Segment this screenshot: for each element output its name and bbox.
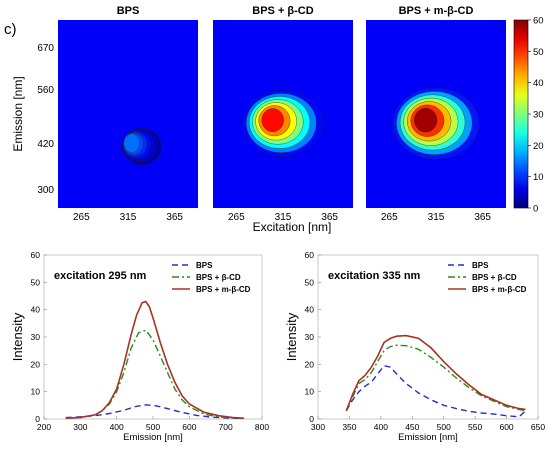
colorbar-tick-label: 30 xyxy=(533,110,544,121)
heatmap-x-axis-label: Excitation [nm] xyxy=(253,220,332,234)
colorbar-tick-label: 0 xyxy=(533,204,538,215)
x-axis-label: Emission [nm] xyxy=(398,432,458,443)
heatmap-panel: BPS + β-CD 265 315 365 xyxy=(213,5,353,223)
x-tick-label: 300 xyxy=(73,422,87,432)
series-line xyxy=(345,364,526,418)
line-chart-plot: 300 350 400 450 500 550 600 650 0 10 20 30 40 50 60 Emi… xyxy=(284,250,545,443)
heatmap-x-tick-label: 315 xyxy=(275,212,292,223)
heatmap-panel: BPS + m-β-CD 265 315 365 xyxy=(366,5,506,223)
x-tick-label: 200 xyxy=(37,422,51,432)
series-line xyxy=(345,344,526,412)
x-tick-label: 650 xyxy=(531,422,545,432)
plot-area xyxy=(43,254,263,420)
heatmap-panel-title: BPS xyxy=(117,5,140,17)
heatmap-x-tick-label: 365 xyxy=(321,212,338,223)
series-line xyxy=(65,329,244,420)
series-line xyxy=(65,404,244,420)
colorbar-tick-label: 50 xyxy=(533,47,544,58)
legend-label: BPS + m-β-CD xyxy=(196,285,251,294)
heatmap-x-tick-label: 365 xyxy=(474,212,491,223)
heatmap-y-axis-label: Emission [nm] xyxy=(11,76,25,151)
x-tick-label: 550 xyxy=(468,422,482,432)
y-axis-label: Intensity xyxy=(10,312,25,361)
heatmap-y-tick-label: 560 xyxy=(37,85,54,96)
y-tick-label: 30 xyxy=(31,332,41,342)
heatmap-x-tick-label: 315 xyxy=(428,212,445,223)
chart-annotation: excitation 335 nm xyxy=(328,270,421,282)
x-tick-label: 600 xyxy=(499,422,513,432)
y-tick-label: 40 xyxy=(31,305,41,315)
heatmap-panel: BPS 265 315 365 xyxy=(58,5,198,223)
x-tick-label: 500 xyxy=(437,422,451,432)
colorbar-tick-label: 40 xyxy=(533,78,544,89)
heatmap-contour xyxy=(261,108,284,133)
x-tick-label: 300 xyxy=(311,422,325,432)
y-tick-label: 60 xyxy=(305,250,315,260)
heatmap-x-tick-label: 265 xyxy=(228,212,245,223)
heatmap-x-tick-label: 315 xyxy=(120,212,137,223)
panel-label: c) xyxy=(4,21,17,38)
heatmap-contour xyxy=(414,107,438,133)
series-line xyxy=(345,334,526,412)
legend-label: BPS + β-CD xyxy=(196,273,241,282)
y-tick-label: 60 xyxy=(31,250,41,260)
x-tick-label: 700 xyxy=(219,422,233,432)
y-tick-label: 10 xyxy=(305,387,315,397)
x-axis-label: Emission [nm] xyxy=(123,432,183,443)
heatmap-background xyxy=(58,20,198,208)
y-tick-label: 0 xyxy=(309,414,314,424)
y-tick-label: 50 xyxy=(305,277,315,287)
heatmap-x-tick-label: 265 xyxy=(381,212,398,223)
y-tick-label: 30 xyxy=(305,332,315,342)
x-tick-label: 450 xyxy=(405,422,419,432)
x-tick-label: 600 xyxy=(182,422,196,432)
x-tick-label: 800 xyxy=(255,422,269,432)
heatmap-x-tick-label: 265 xyxy=(73,212,90,223)
line-chart-plot: 200 300 400 500 600 700 800 0 10 20 30 40 50 60 Emissi… xyxy=(10,250,269,443)
heatmap-y-tick-label: 670 xyxy=(37,43,54,54)
heatmap-y-tick-label: 300 xyxy=(37,185,54,196)
legend-label: BPS + m-β-CD xyxy=(472,285,527,294)
y-tick-label: 10 xyxy=(31,387,41,397)
heatmap-x-tick-label: 365 xyxy=(166,212,183,223)
legend-label: BPS + β-CD xyxy=(472,273,517,282)
heatmap-panel-title: BPS + m-β-CD xyxy=(399,5,474,17)
x-tick-label: 400 xyxy=(374,422,388,432)
line-chart-excitation-295: 200 300 400 500 600 700 800 0 10 20 30 40 50 60 Emissi… xyxy=(10,250,269,443)
heatmap-panel-title: BPS + β-CD xyxy=(252,5,313,17)
colorbar-tick-label: 60 xyxy=(533,16,544,27)
y-tick-label: 50 xyxy=(31,277,41,287)
series-line xyxy=(65,300,244,419)
colorbar-tick-label: 20 xyxy=(533,141,544,152)
x-tick-label: 350 xyxy=(342,422,356,432)
colorbar xyxy=(513,19,529,209)
y-tick-label: 40 xyxy=(305,305,315,315)
colorbar-tick-label: 10 xyxy=(533,172,544,183)
y-axis-label: Intensity xyxy=(284,312,299,361)
heatmap-y-tick-label: 420 xyxy=(37,139,54,150)
line-chart-excitation-335: 300 350 400 450 500 550 600 650 0 10 20 30 40 50 60 Emi… xyxy=(284,250,545,443)
legend-label: BPS xyxy=(472,261,489,270)
x-tick-label: 400 xyxy=(110,422,124,432)
y-tick-label: 20 xyxy=(31,359,41,369)
y-tick-label: 20 xyxy=(305,359,315,369)
chart-annotation: excitation 295 nm xyxy=(54,270,147,282)
y-tick-label: 0 xyxy=(35,414,40,424)
x-tick-label: 500 xyxy=(146,422,160,432)
heatmap-contour xyxy=(123,133,140,153)
legend-label: BPS xyxy=(196,261,213,270)
